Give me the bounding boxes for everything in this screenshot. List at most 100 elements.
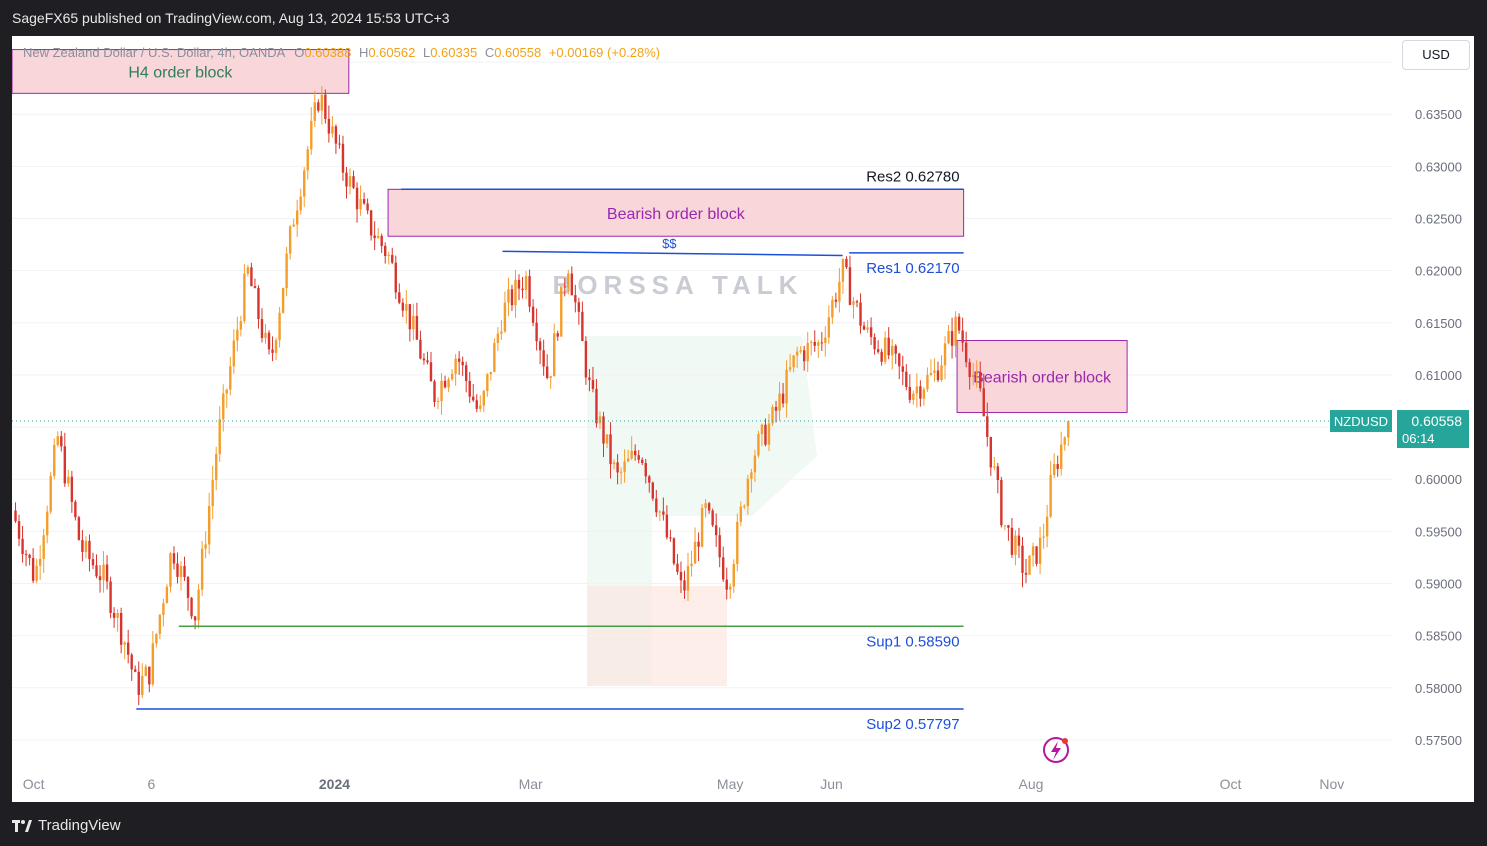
candle-body [538,341,542,351]
candle-body [936,370,940,381]
candle-body [130,654,133,670]
candle-body [908,386,912,400]
candle-body [211,479,214,507]
axis-layer: 0.640000.635000.630000.625000.620000.615… [23,36,1474,802]
candle-body [464,365,468,381]
candle-body [905,371,908,387]
candle-body [126,642,130,655]
candle-body [31,558,35,581]
candle-body [281,288,285,313]
candle-body [42,535,45,559]
candle-body [581,311,584,341]
candle-body [739,506,743,522]
candle-body [693,541,697,564]
candle-body [912,393,915,400]
low-value: 0.60335 [430,45,478,60]
level-label: Res1 0.62170 [866,260,959,277]
candle-body [743,506,746,508]
candle-body [236,329,239,341]
candle-body [267,332,271,350]
candle-body [707,503,711,511]
candle-body [841,258,845,282]
candle-body [619,471,623,473]
candle-body [334,126,338,144]
candle-body [447,379,450,388]
candle-body [711,510,714,526]
candle-body [468,380,471,397]
time-tick-label: 2024 [319,776,350,792]
order-block-zone [956,340,1128,413]
candle-body [264,332,267,339]
candle-body [690,563,693,567]
candle-body [926,374,929,390]
candle-body [641,459,644,463]
candle-body [898,353,901,367]
candle-body [1049,474,1052,517]
currency-button[interactable]: USD [1402,40,1470,70]
candle-body [475,400,478,409]
candle-body [1042,536,1045,538]
candle-body [630,450,633,459]
candle-body [303,170,306,197]
candle-body [186,577,190,598]
price-tick-label: 0.62000 [1415,264,1462,279]
candle-body [14,510,17,522]
candle-body [725,579,728,590]
candle-body [253,286,257,288]
time-tick-label: 6 [147,776,155,792]
candle-body [1063,437,1066,445]
candle-body [563,286,566,288]
candle-body [700,507,704,547]
candle-body [732,563,735,587]
candle-body [479,405,482,409]
candle-body [60,436,63,447]
candle-body [852,301,855,305]
candle-body [598,416,602,424]
candle-body [285,253,288,289]
candle-body [718,535,721,558]
candle-body [91,559,95,566]
candle-body [986,416,989,437]
candle-body [503,302,507,332]
candle-body [257,287,260,320]
candle-body [901,366,904,372]
candle-body [457,358,461,362]
candle-body [510,289,514,306]
candle-body [1060,444,1063,469]
candle-body [197,589,200,621]
order-block-layer: H4 order block Bearish order block Bearish… [12,49,1128,413]
time-tick-label: Mar [519,776,543,792]
candle-body [968,362,971,378]
candlestick-chart[interactable]: BORSSA TALK H4 order block Bearish order … [12,36,1474,802]
candle-body [158,614,162,634]
candle-body [545,366,549,379]
candle-body [961,330,964,343]
candle-body [436,401,440,403]
tradingview-logo[interactable]: TradingView [12,817,121,834]
candle-body [341,143,345,173]
level-label: Res2 0.62780 [866,168,959,185]
candle-body [77,517,81,540]
candle-body [1031,546,1035,556]
candle-body [528,276,531,307]
candle-body [979,372,982,389]
candle-body [295,210,299,225]
candle-body [426,360,429,363]
candle-body [577,302,581,312]
candle-body [489,371,493,375]
candle-body [112,612,116,618]
candle-body [338,143,341,145]
candle-body [883,337,887,362]
candle-body [774,406,778,411]
high-label: H [358,45,369,60]
candle-body [56,436,59,446]
candle-body [429,362,433,382]
candle-body [757,434,760,456]
candle-body [454,358,457,374]
candle-body [412,316,415,330]
candle-body [24,554,28,556]
candle-body [183,565,186,578]
chart-panel[interactable]: BORSSA TALK H4 order block Bearish order … [12,36,1474,802]
candle-body [49,475,52,512]
candle-body [250,267,253,287]
